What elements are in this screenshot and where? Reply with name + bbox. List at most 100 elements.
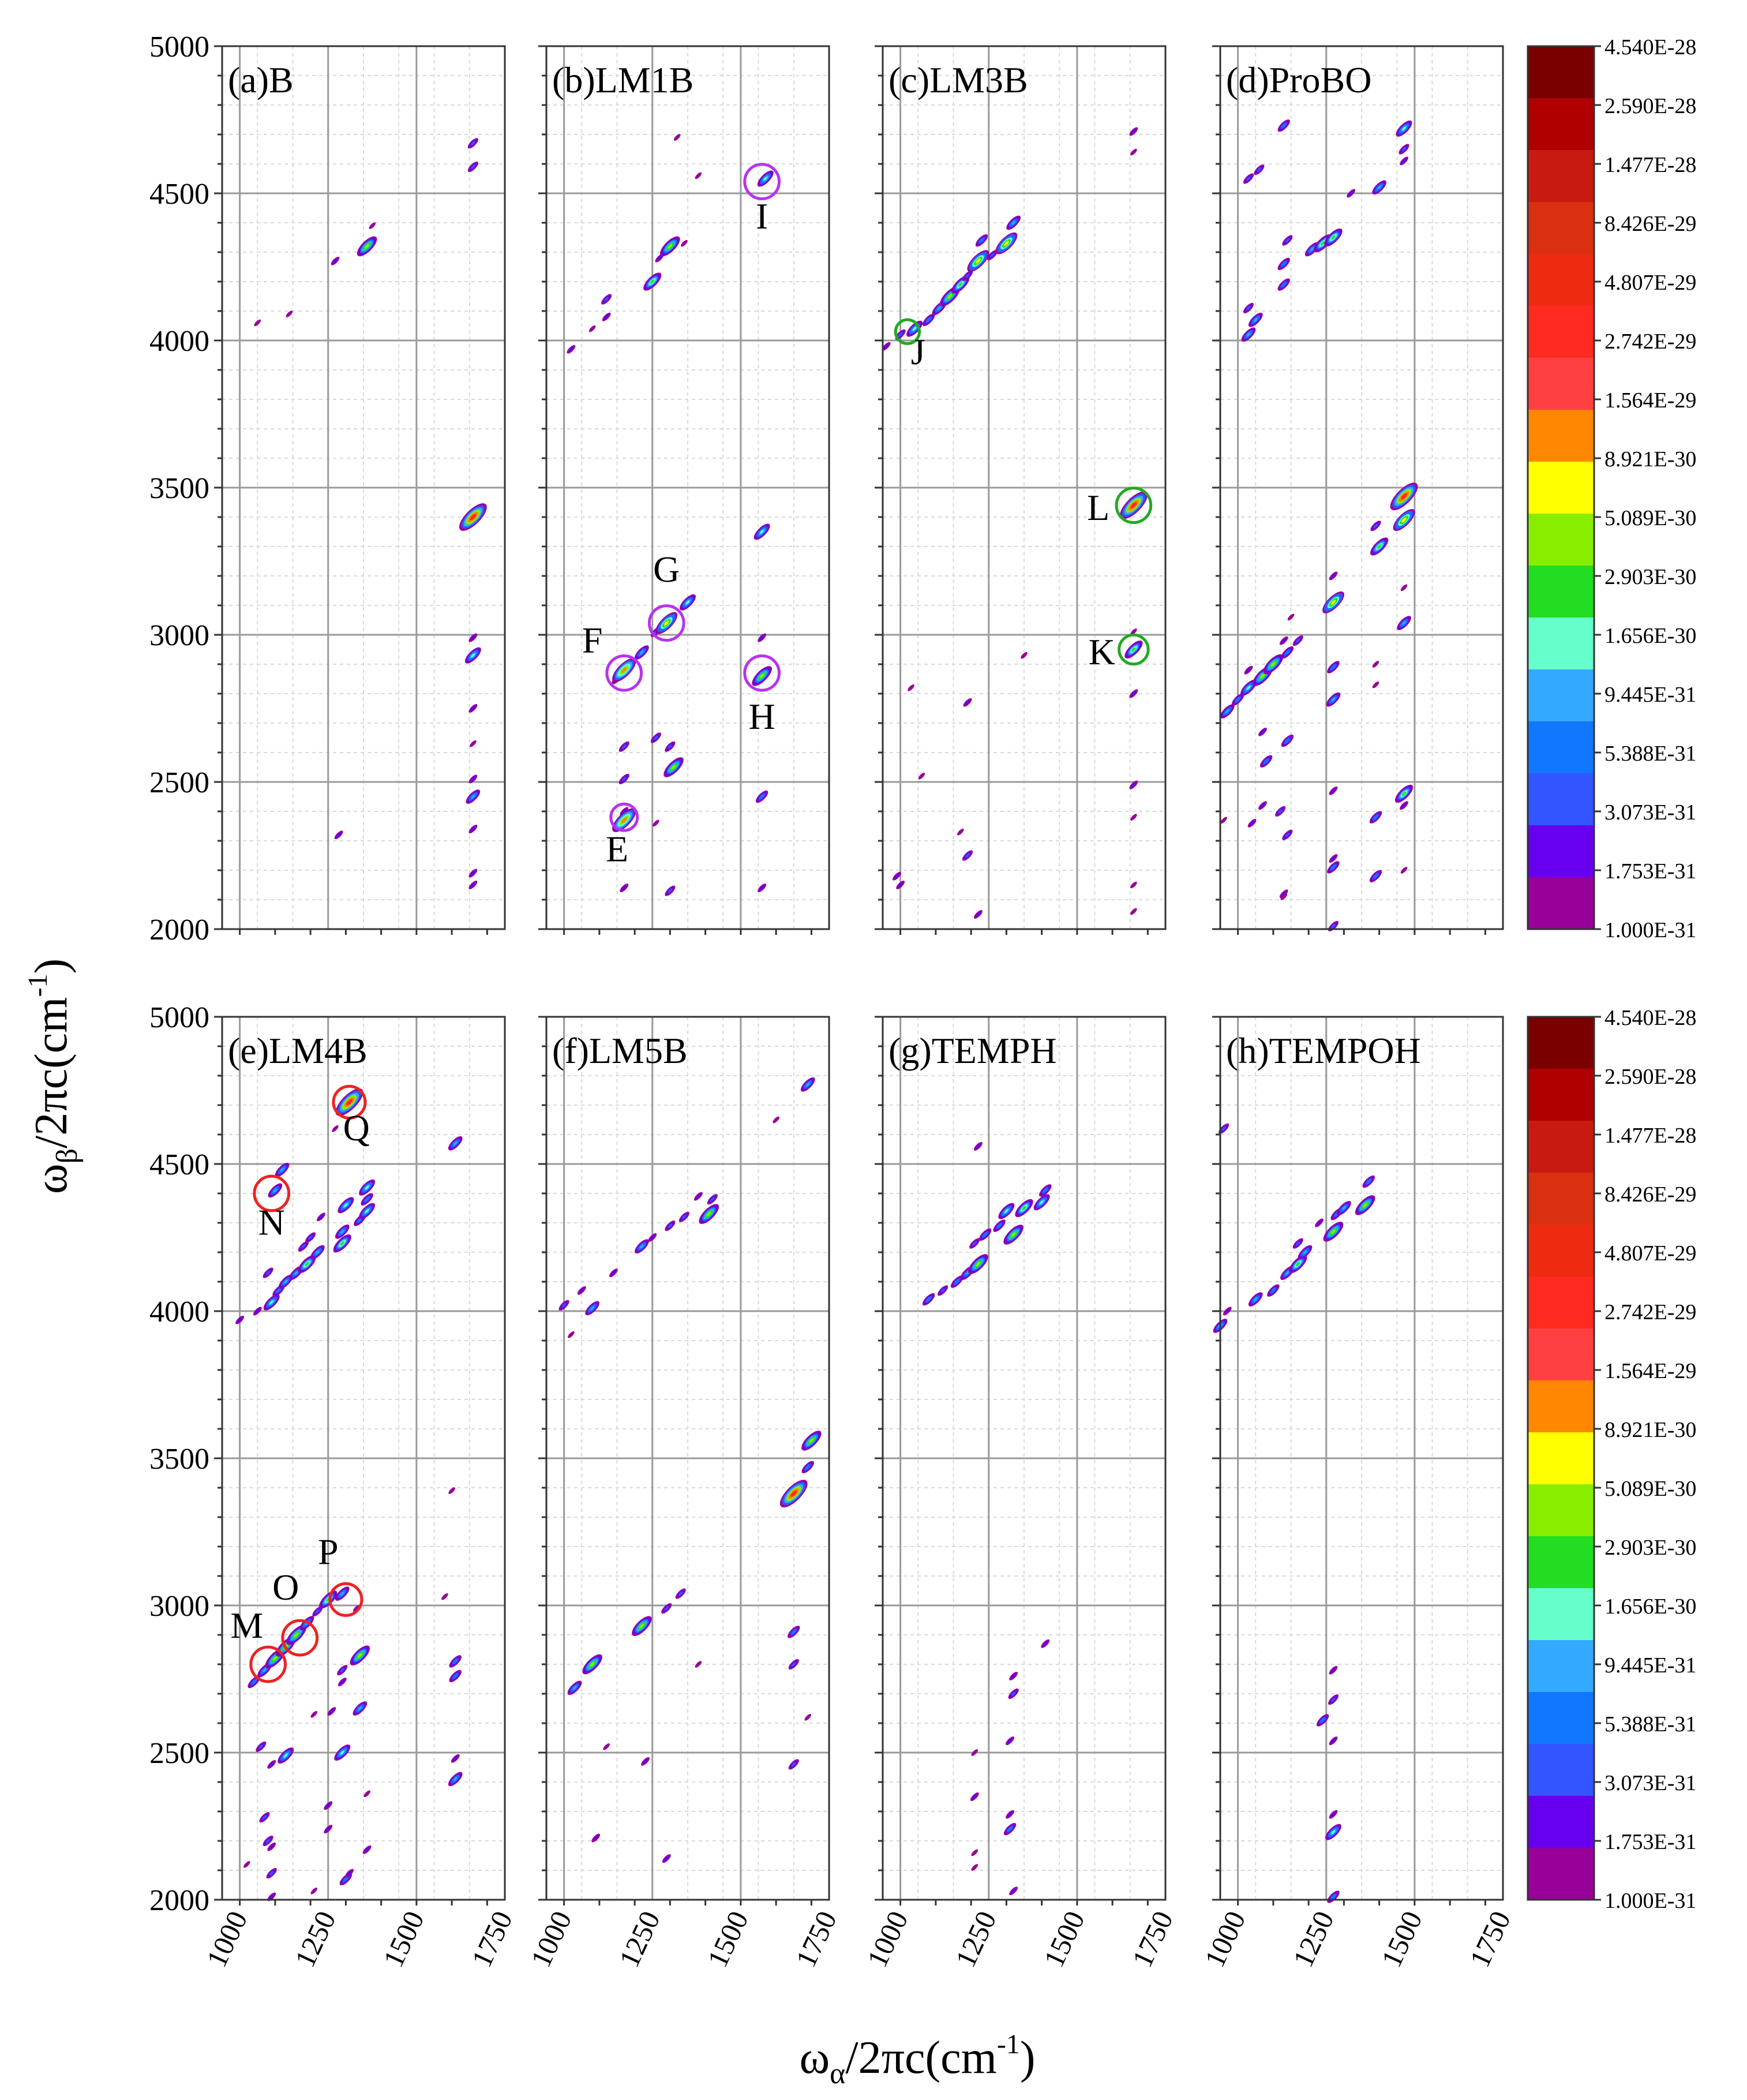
colorbar-label: 4.540E-28 — [1604, 35, 1696, 59]
peak — [468, 825, 478, 834]
y-tick-label: 4000 — [149, 1296, 209, 1328]
y-axis-label: ωβ/2πc(cm-1) — [23, 959, 84, 1194]
peak — [800, 1077, 815, 1092]
annotation-label: M — [230, 1605, 263, 1646]
peak — [1292, 1238, 1303, 1249]
peak — [757, 170, 774, 187]
colorbar-label: 4.540E-28 — [1604, 1006, 1696, 1030]
peak-contour — [305, 1262, 309, 1267]
peak — [466, 789, 481, 804]
x-tick-label: 1000 — [1198, 1906, 1252, 1972]
peak — [1243, 302, 1254, 313]
panel-3: (d)ProBO — [1212, 45, 1504, 935]
peak-contour — [336, 832, 342, 838]
peak — [1327, 661, 1340, 673]
colorbar-swatch — [1528, 1017, 1594, 1069]
peak-contour — [965, 273, 970, 278]
peak-contour — [760, 530, 764, 534]
peak-contour — [1270, 662, 1276, 667]
peak — [1399, 144, 1409, 155]
peak-contour — [1331, 1830, 1336, 1834]
peak — [1328, 920, 1339, 931]
peak-contour — [332, 1125, 339, 1132]
peak — [449, 1669, 462, 1683]
colorbar-label: 5.388E-31 — [1604, 1712, 1696, 1736]
peak — [665, 1221, 676, 1231]
peak — [448, 1772, 463, 1787]
peak-contour — [269, 1300, 273, 1304]
peak — [1292, 635, 1303, 646]
peak-contour — [1260, 729, 1265, 735]
peak-contour — [1253, 317, 1258, 322]
peak — [603, 1743, 610, 1750]
colorbars-layer: 4.540E-28 2.590E-28 1.477E-28 8.426E-29 4.80… — [1527, 35, 1696, 1913]
peak-contour — [1022, 1206, 1026, 1211]
peak — [1316, 1714, 1329, 1727]
peak-contour — [325, 1803, 331, 1809]
peak — [359, 1203, 376, 1219]
peak — [1241, 327, 1256, 342]
peak — [968, 1254, 988, 1274]
peak-contour — [1321, 1718, 1325, 1723]
peak-contour — [673, 134, 681, 141]
peak — [788, 1659, 799, 1670]
peak — [1400, 801, 1408, 810]
panel-2: J L K (c)LM3B — [875, 45, 1167, 935]
peak — [1372, 681, 1379, 688]
peak-contour — [971, 1849, 979, 1856]
peak-contour — [975, 1143, 981, 1149]
peak — [253, 1307, 262, 1316]
peak-contour — [1236, 697, 1240, 702]
peak-contour — [1342, 1206, 1346, 1210]
colorbar-swatch — [1528, 1328, 1594, 1381]
peak-contour — [283, 1279, 288, 1284]
peak-contour — [1330, 600, 1336, 605]
colorbar-label: 5.089E-30 — [1604, 1477, 1696, 1501]
peak-contour — [639, 1623, 644, 1629]
peak-contour — [927, 1297, 931, 1302]
peak-contour — [983, 1232, 988, 1237]
peak-contour — [593, 1835, 599, 1841]
peak-contour — [1246, 306, 1251, 310]
colorbar-1: 4.540E-28 2.590E-28 1.477E-28 8.426E-29 4.80… — [1527, 1006, 1696, 1913]
peak-contour — [955, 1279, 959, 1284]
peak — [1400, 156, 1408, 166]
annotation-circle — [743, 654, 781, 692]
peak-contour — [1401, 147, 1407, 152]
peak-contour — [265, 1270, 271, 1275]
colorbar-swatch — [1528, 410, 1594, 462]
panel-title: (d)ProBO — [1226, 59, 1371, 100]
peak — [298, 1241, 309, 1252]
peak — [1129, 780, 1138, 789]
peak — [1329, 1665, 1338, 1675]
peak — [973, 1141, 983, 1151]
peak-contour — [678, 1591, 683, 1596]
peak-contour — [561, 1302, 567, 1308]
peak-contour — [284, 1753, 288, 1758]
peak — [962, 270, 973, 281]
x-tick-label: 1750 — [465, 1906, 519, 1972]
peak-contour — [363, 1790, 370, 1798]
peak-contour — [790, 1490, 797, 1497]
peak-contour — [898, 332, 903, 337]
peak — [468, 881, 478, 889]
peak — [324, 1801, 333, 1810]
peak — [1015, 1199, 1033, 1218]
peak — [305, 1232, 316, 1243]
peak-contour — [621, 744, 627, 749]
peak — [962, 850, 973, 861]
peak-contour — [763, 177, 767, 181]
colorbar-swatch — [1528, 1173, 1594, 1225]
peak-contour — [975, 258, 981, 264]
peak — [1021, 652, 1028, 659]
colorbar-label: 1.564E-29 — [1604, 1359, 1696, 1383]
peak-contour — [1271, 1288, 1276, 1293]
annotation-circle — [332, 1084, 367, 1120]
peak — [298, 1255, 316, 1274]
peak — [334, 1744, 351, 1761]
peak-contour — [471, 653, 475, 657]
peak-contour — [640, 650, 644, 654]
peak — [345, 1869, 354, 1878]
peak — [1396, 120, 1412, 137]
peak — [1277, 119, 1290, 132]
